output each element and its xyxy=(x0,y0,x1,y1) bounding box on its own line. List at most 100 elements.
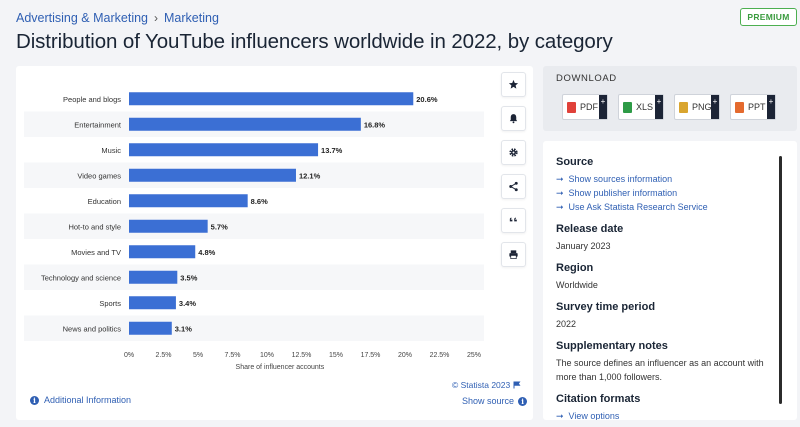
settings-button[interactable] xyxy=(501,140,526,165)
x-tick-label: 7.5% xyxy=(225,352,241,359)
download-xls-button[interactable]: XLS + xyxy=(618,94,664,120)
xls-file-icon xyxy=(623,101,632,113)
download-title: DOWNLOAD xyxy=(556,73,617,84)
category-label: Education xyxy=(88,197,121,206)
bar xyxy=(129,245,196,259)
download-png-button[interactable]: PNG + xyxy=(674,94,720,120)
plus-icon: + xyxy=(711,95,719,119)
ask-statista-link[interactable]: ➞ Use Ask Statista Research Service xyxy=(556,200,776,214)
arrow-right-icon: ➞ xyxy=(556,202,564,212)
bar xyxy=(129,92,414,106)
x-tick-label: 12.5% xyxy=(292,352,312,359)
copyright-text: © Statista 2023 xyxy=(452,380,511,390)
release-date-heading: Release date xyxy=(556,223,624,235)
bar xyxy=(129,194,248,208)
info-icon: i xyxy=(518,396,528,406)
data-label: 16.8% xyxy=(364,120,386,129)
notification-button[interactable] xyxy=(501,106,526,131)
category-label: Movies and TV xyxy=(71,248,121,257)
print-button[interactable] xyxy=(501,242,526,267)
x-tick-label: 25% xyxy=(467,352,481,359)
plus-icon: + xyxy=(655,95,663,119)
share-button[interactable] xyxy=(501,174,526,199)
x-axis-label: Share of influencer accounts xyxy=(236,364,325,371)
chart-toolbar xyxy=(501,72,526,267)
bar-chart: People and blogs 20.6% Entertainment 16.8% M… xyxy=(24,92,484,371)
gear-icon xyxy=(509,148,518,157)
download-ppt-button[interactable]: PPT + xyxy=(730,94,776,120)
show-publisher-link[interactable]: ➞ Show publisher information xyxy=(556,186,776,200)
arrow-right-icon: ➞ xyxy=(556,174,564,184)
show-source-label: Show source xyxy=(462,396,515,406)
category-label: People and blogs xyxy=(63,95,121,104)
data-label: 4.8% xyxy=(198,248,215,257)
download-png-label: PNG xyxy=(692,102,712,112)
view-options-label: View options xyxy=(568,411,620,420)
additional-information-link[interactable]: i Additional Information xyxy=(30,395,131,405)
x-tick-label: 22.5% xyxy=(430,352,450,359)
statistic-details-panel: Source ➞ Show sources information ➞ Show p… xyxy=(543,141,797,420)
breadcrumb-current[interactable]: Marketing xyxy=(164,11,219,25)
category-label: Hot-to and style xyxy=(68,222,121,231)
bar xyxy=(129,296,176,310)
bar xyxy=(129,143,319,157)
x-tick-label: 15% xyxy=(329,352,343,359)
scrollbar[interactable] xyxy=(779,156,782,404)
release-date-value: January 2023 xyxy=(556,241,611,251)
plus-icon: + xyxy=(599,95,607,119)
x-tick-label: 2.5% xyxy=(156,352,172,359)
page-title: Distribution of YouTube influencers worl… xyxy=(16,30,613,53)
show-sources-link[interactable]: ➞ Show sources information xyxy=(556,172,776,186)
show-source-link[interactable]: Show source i xyxy=(462,396,528,406)
breadcrumb: Advertising & Marketing › Marketing xyxy=(16,11,219,25)
premium-badge[interactable]: PREMIUM xyxy=(740,8,797,26)
bar xyxy=(129,270,178,284)
row-band xyxy=(24,315,484,341)
data-label: 12.1% xyxy=(299,171,321,180)
copyright-link[interactable]: © Statista 2023 xyxy=(452,380,521,390)
row-band xyxy=(24,264,484,290)
supplementary-notes-heading: Supplementary notes xyxy=(556,340,668,352)
data-label: 3.5% xyxy=(180,273,197,282)
flag-icon xyxy=(513,381,521,389)
category-label: Technology and science xyxy=(41,273,121,282)
x-tick-label: 0% xyxy=(124,352,134,359)
bar xyxy=(129,168,296,182)
cite-button[interactable] xyxy=(501,208,526,233)
data-label: 20.6% xyxy=(416,95,438,104)
x-tick-label: 20% xyxy=(398,352,412,359)
ppt-file-icon xyxy=(735,101,744,113)
download-panel: DOWNLOAD PDF + XLS + PNG + PPT + xyxy=(543,66,797,131)
download-pdf-label: PDF xyxy=(580,102,598,112)
breadcrumb-separator: › xyxy=(154,11,159,25)
region-heading: Region xyxy=(556,262,594,274)
source-heading: Source xyxy=(556,156,594,168)
data-label: 13.7% xyxy=(321,146,343,155)
arrow-right-icon: ➞ xyxy=(556,411,564,420)
bell-icon xyxy=(509,114,518,124)
breadcrumb-parent[interactable]: Advertising & Marketing xyxy=(16,11,149,25)
category-label: Entertainment xyxy=(74,120,122,129)
supplementary-notes-value: The source defines an influencer as an a… xyxy=(556,358,764,382)
favorite-button[interactable] xyxy=(501,72,526,97)
category-label: News and politics xyxy=(63,324,122,333)
view-options-link[interactable]: ➞ View options xyxy=(556,409,776,420)
quote-icon xyxy=(509,217,517,222)
row-band xyxy=(24,213,484,239)
star-icon xyxy=(508,79,519,89)
x-tick-label: 5% xyxy=(193,352,203,359)
chart-card: People and blogs 20.6% Entertainment 16.8% M… xyxy=(16,66,533,420)
plus-icon: + xyxy=(767,95,775,119)
png-file-icon xyxy=(679,101,688,113)
share-icon xyxy=(509,181,518,192)
citation-formats-heading: Citation formats xyxy=(556,393,641,405)
x-tick-label: 17.5% xyxy=(361,352,381,359)
download-pdf-button[interactable]: PDF + xyxy=(562,94,608,120)
category-label: Sports xyxy=(99,299,121,308)
bar xyxy=(129,219,208,233)
data-label: 3.4% xyxy=(179,299,196,308)
survey-period-value: 2022 xyxy=(556,319,577,329)
x-tick-label: 10% xyxy=(260,352,274,359)
category-label: Music xyxy=(101,146,121,155)
data-label: 8.6% xyxy=(251,197,268,206)
